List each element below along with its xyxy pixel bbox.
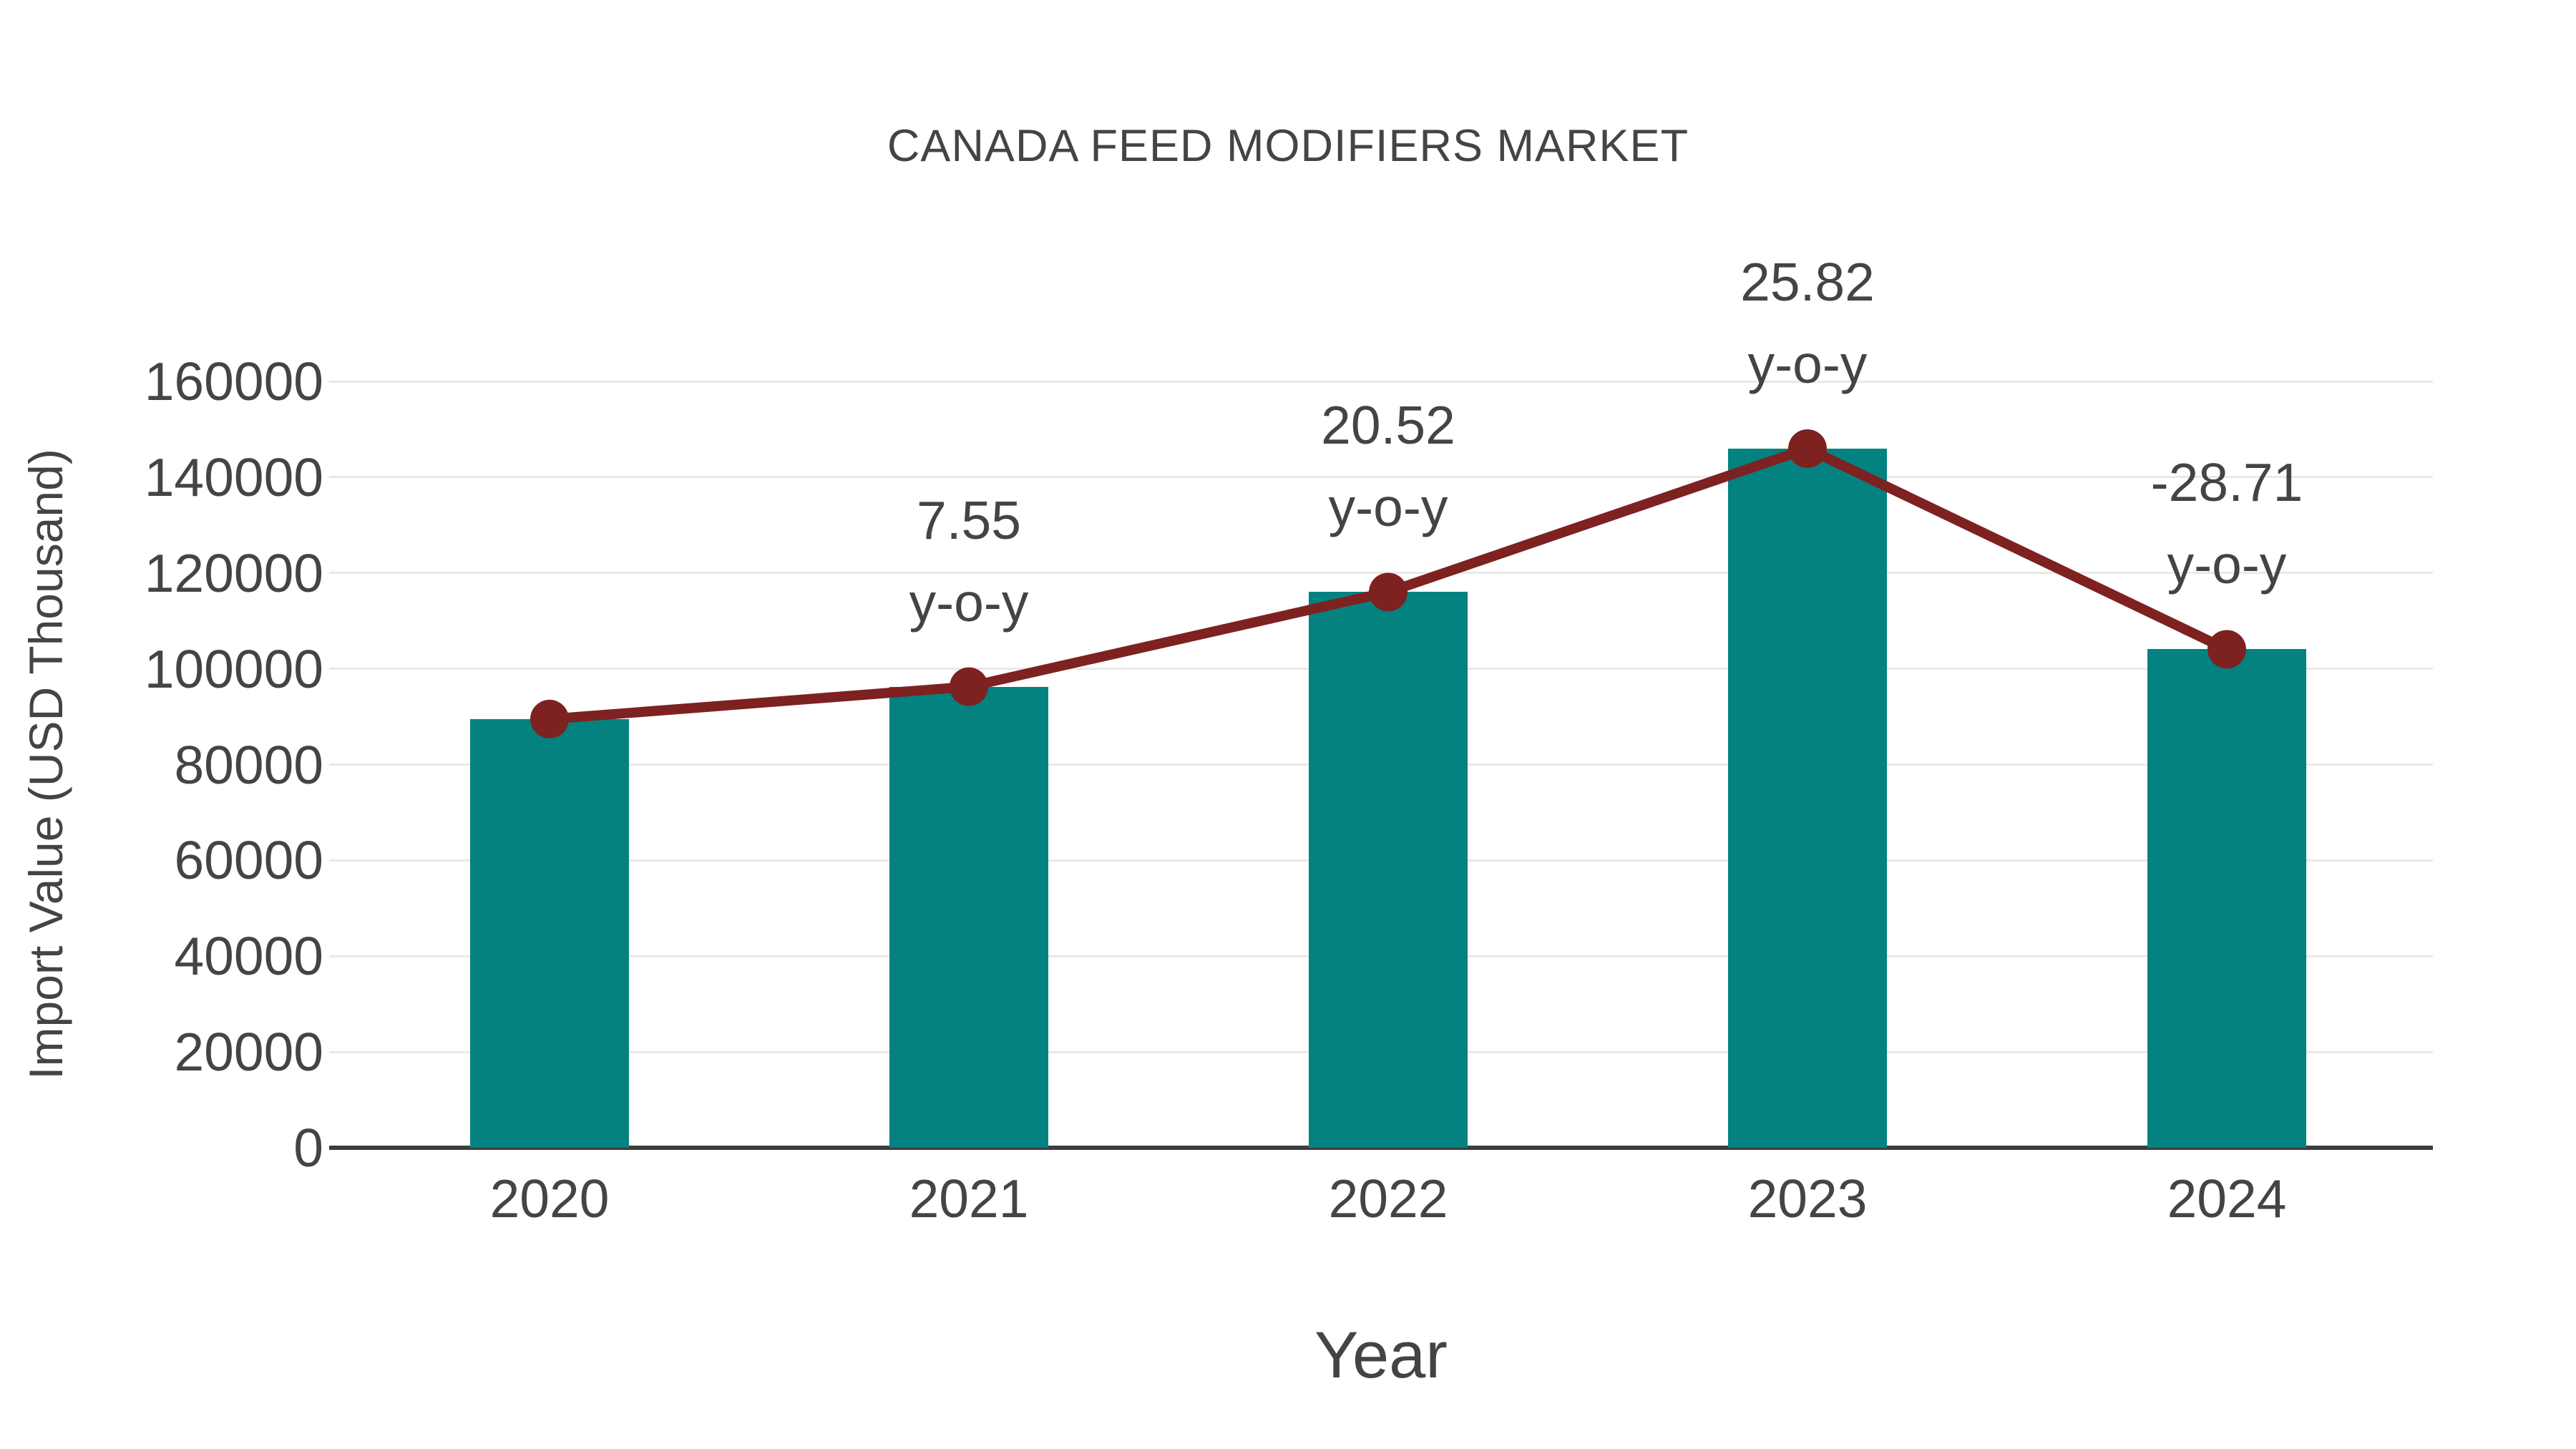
yoy-value-label: -28.71 <box>2150 452 2303 513</box>
y-tick-label: 140000 <box>144 447 323 507</box>
bar-2021 <box>889 686 1048 1148</box>
y-tick-label: 0 <box>293 1118 323 1178</box>
x-tick-label: 2020 <box>489 1169 610 1229</box>
y-tick-label: 40000 <box>174 926 323 987</box>
bar-2024 <box>2147 649 2306 1148</box>
yoy-value-label: 7.55 <box>917 489 1021 550</box>
chart-title: CANADA FEED MODIFIERS MARKET <box>887 121 1689 171</box>
yoy-annotation-2023: 25.82 y-o-y <box>1740 241 1875 406</box>
y-gridline <box>329 572 2433 575</box>
x-tick-label: 2022 <box>1328 1169 1448 1229</box>
bar-2023 <box>1728 448 1887 1148</box>
x-tick-label: 2021 <box>909 1169 1029 1229</box>
x-axis-title: Year <box>1314 1319 1448 1392</box>
yoy-annotation-2021: 7.55 y-o-y <box>909 479 1029 644</box>
x-tick-label: 2023 <box>1747 1169 1868 1229</box>
yoy-value-label: 20.52 <box>1321 395 1455 456</box>
y-tick-label: 60000 <box>174 830 323 891</box>
yoy-suffix-label: y-o-y <box>2167 535 2287 595</box>
yoy-value-label: 25.82 <box>1740 251 1875 312</box>
x-tick-label: 2024 <box>2167 1169 2287 1229</box>
x-axis-line <box>329 1146 2433 1150</box>
bar-2022 <box>1309 592 1468 1148</box>
yoy-annotation-2024: -28.71 y-o-y <box>2151 441 2303 606</box>
yoy-suffix-label: y-o-y <box>1328 477 1448 538</box>
yoy-suffix-label: y-o-y <box>909 572 1029 633</box>
y-tick-label: 80000 <box>174 734 323 795</box>
y-tick-label: 120000 <box>144 542 323 603</box>
y-gridline <box>329 380 2433 383</box>
y-tick-label: 100000 <box>144 638 323 699</box>
y-tick-label: 20000 <box>174 1022 323 1083</box>
y-tick-label: 160000 <box>144 351 323 411</box>
yoy-annotation-2022: 20.52 y-o-y <box>1321 384 1455 549</box>
yoy-suffix-label: y-o-y <box>1747 333 1868 394</box>
bar-2020 <box>470 718 629 1148</box>
